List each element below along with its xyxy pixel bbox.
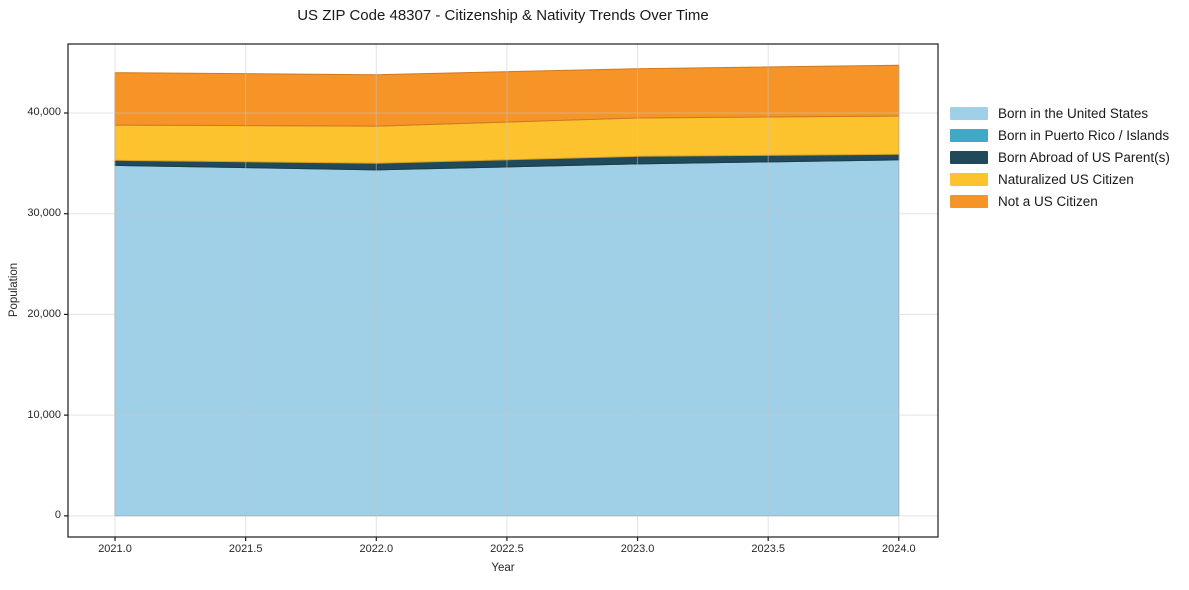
x-tick-label: 2022.0 xyxy=(359,543,394,555)
legend-label: Born Abroad of US Parent(s) xyxy=(998,149,1170,165)
legend-item: Naturalized US Citizen xyxy=(950,168,1170,190)
plot-border xyxy=(67,43,939,538)
legend: Born in the United States Born in Puerto … xyxy=(950,102,1170,212)
legend-swatch xyxy=(950,128,988,142)
legend-swatch xyxy=(950,106,988,120)
legend-label: Born in the United States xyxy=(998,105,1149,121)
legend-swatch xyxy=(950,194,988,208)
legend-swatch xyxy=(950,172,988,186)
legend-label: Not a US Citizen xyxy=(998,193,1098,209)
legend-label: Born in Puerto Rico / Islands xyxy=(998,127,1170,143)
legend-item: Born in Puerto Rico / Islands xyxy=(950,124,1170,146)
x-tick-label: 2021.5 xyxy=(228,543,263,555)
legend-label: Naturalized US Citizen xyxy=(998,171,1134,187)
chart-title: US ZIP Code 48307 - Citizenship & Nativi… xyxy=(297,7,709,24)
y-tick-label: 40,000 xyxy=(27,106,61,119)
legend-item: Born Abroad of US Parent(s) xyxy=(950,146,1170,168)
legend-swatch xyxy=(950,150,988,164)
x-tick-label: 2021.0 xyxy=(98,543,132,555)
x-tick-label: 2023.5 xyxy=(751,543,785,555)
y-tick-label: 10,000 xyxy=(27,408,61,421)
x-tick-label: 2022.5 xyxy=(490,543,524,555)
legend-item: Born in the United States xyxy=(950,102,1170,124)
y-tick-label: 30,000 xyxy=(27,207,61,220)
x-tick-label: 2024.0 xyxy=(881,543,916,555)
x-tick-label: 2023.0 xyxy=(620,543,655,555)
x-axis-label: Year xyxy=(491,562,515,574)
y-tick-label: 0 xyxy=(54,509,61,522)
legend-item: Not a US Citizen xyxy=(950,190,1170,212)
y-tick-label: 20,000 xyxy=(27,307,61,320)
